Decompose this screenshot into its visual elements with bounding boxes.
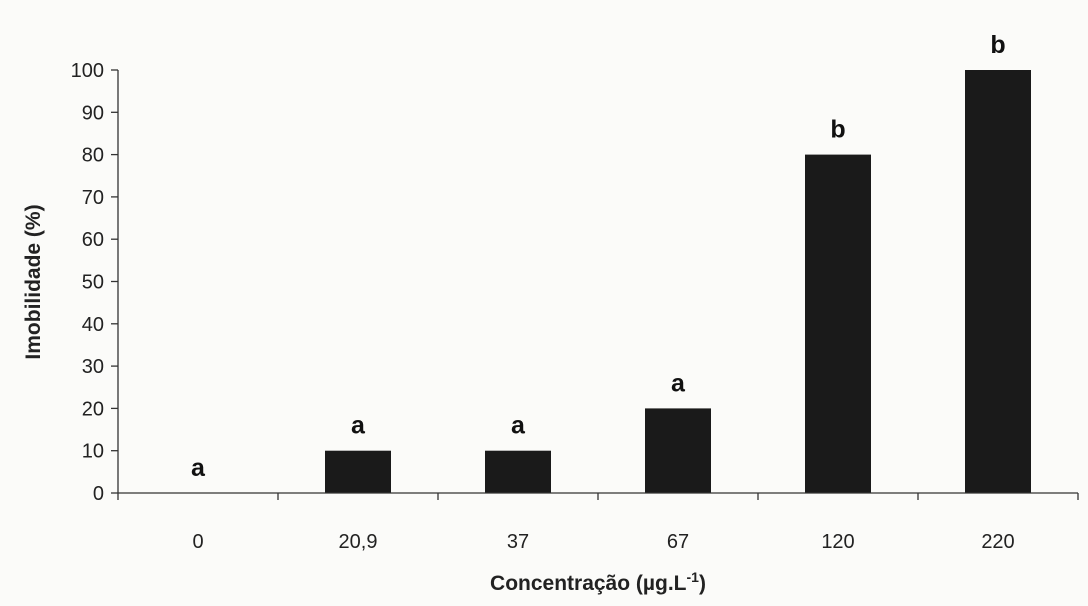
- bar: [965, 70, 1031, 493]
- y-tick-label: 20: [82, 398, 104, 420]
- x-tick-label: 0: [192, 531, 203, 553]
- x-tick-label: 37: [507, 531, 529, 553]
- y-tick-label: 80: [82, 145, 104, 167]
- bar: [325, 450, 391, 493]
- x-axis-title-superscript: -1: [687, 569, 700, 585]
- significance-letter: a: [511, 412, 526, 440]
- x-axis-title-main: Concentração (µg.L: [490, 572, 687, 595]
- bar: [645, 408, 711, 493]
- y-tick-label: 10: [82, 441, 104, 463]
- x-axis-title: Concentração (µg.L-1): [490, 569, 706, 595]
- significance-letter: a: [671, 369, 686, 397]
- y-tick-label: 40: [82, 314, 104, 336]
- bar: [485, 450, 551, 493]
- significance-letter: b: [990, 31, 1005, 59]
- y-axis-title: Imobilidade (%): [22, 204, 45, 359]
- x-axis-title-suffix: ): [699, 572, 706, 595]
- y-tick-label: 50: [82, 272, 104, 294]
- y-ticks-group: 0 10 20 30 40 50 60 70 80 90 100: [71, 60, 118, 505]
- significance-letters-group: a a a a b b: [191, 31, 1006, 482]
- y-tick-label: 60: [82, 229, 104, 251]
- x-tick-label: 20,9: [339, 531, 378, 553]
- significance-letter: a: [191, 454, 206, 482]
- y-tick-label: 0: [93, 483, 104, 505]
- y-tick-label: 30: [82, 356, 104, 378]
- y-tick-label: 90: [82, 102, 104, 124]
- x-ticks-group: 0 20,9 37 67 120 220: [117, 493, 1079, 553]
- significance-letter: a: [351, 412, 366, 440]
- bars-group: [325, 70, 1031, 493]
- x-tick-label: 220: [981, 531, 1014, 553]
- x-tick-label: 67: [667, 531, 689, 553]
- significance-letter: b: [830, 116, 845, 144]
- y-tick-label: 70: [82, 187, 104, 209]
- y-tick-label: 100: [71, 60, 104, 82]
- x-tick-label: 120: [821, 531, 854, 553]
- bar: [805, 154, 871, 493]
